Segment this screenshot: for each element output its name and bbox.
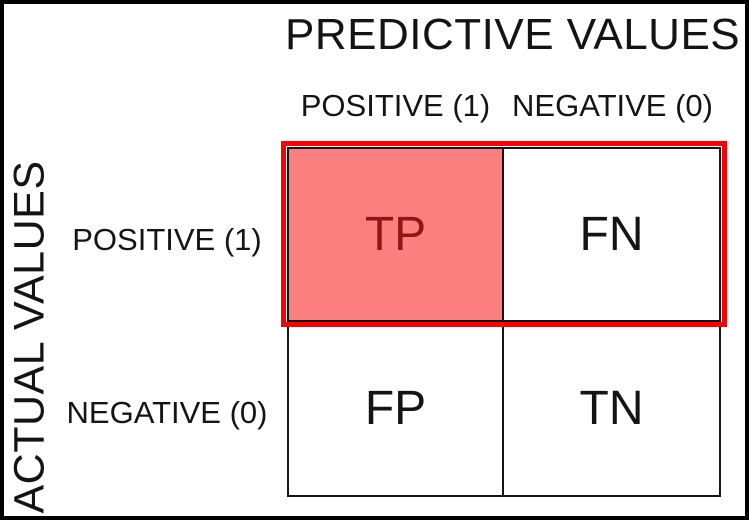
column-header-negative: NEGATIVE (0)	[512, 88, 713, 123]
cell-false-negative: FN	[504, 149, 719, 322]
cell-true-positive: TP	[289, 149, 504, 322]
row-header-negative: NEGATIVE (0)	[66, 395, 268, 430]
predicted-axis-title: PREDICTIVE VALUES	[285, 10, 741, 59]
column-header-positive: POSITIVE (1)	[300, 88, 491, 123]
cell-false-positive: FP	[289, 322, 504, 495]
actual-axis-title: ACTUAL VALUES	[5, 160, 54, 514]
row-header-positive: POSITIVE (1)	[72, 222, 262, 257]
cell-true-negative: TN	[504, 322, 719, 495]
matrix-grid: TP FN FP TN	[287, 147, 721, 497]
column-headers: POSITIVE (1) NEGATIVE (0)	[287, 88, 721, 124]
